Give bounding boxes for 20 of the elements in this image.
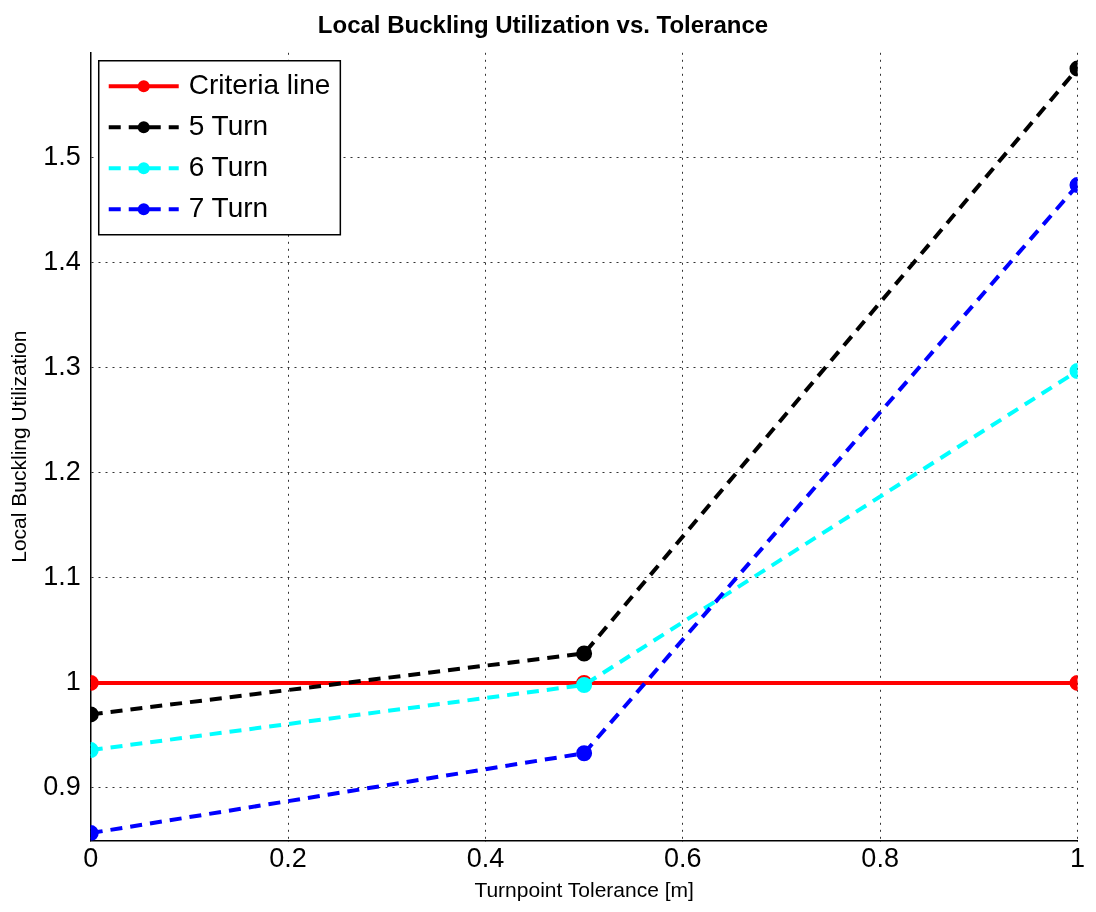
- x-axis-title: Turnpoint Tolerance [m]: [474, 878, 694, 902]
- y-tick-label: 1.5: [43, 141, 81, 172]
- y-tick-label: 1.2: [43, 456, 81, 487]
- legend-label: 5 Turn: [188, 110, 269, 142]
- x-tick-label: 0.2: [269, 843, 307, 874]
- y-tick-label: 1.3: [43, 351, 81, 382]
- x-tick-label: 1: [1069, 843, 1086, 874]
- y-tick-label: 1.4: [43, 246, 81, 277]
- x-tick-label: 0.6: [664, 843, 702, 874]
- y-tick-label: 1.1: [43, 561, 81, 592]
- y-axis-title: Local Buckling Utilization: [7, 330, 31, 563]
- x-tick-label: 0.8: [861, 843, 899, 874]
- legend-label: 7 Turn: [188, 192, 269, 224]
- x-tick-label: 0: [83, 843, 99, 874]
- legend-label: Criteria line: [188, 69, 331, 101]
- y-tick-label: 1: [65, 666, 81, 697]
- chart-title: Local Buckling Utilization vs. Tolerance: [317, 11, 769, 39]
- y-tick-label: 0.9: [43, 771, 81, 802]
- x-tick-label: 0.4: [466, 843, 505, 874]
- legend-label: 6 Turn: [188, 151, 269, 183]
